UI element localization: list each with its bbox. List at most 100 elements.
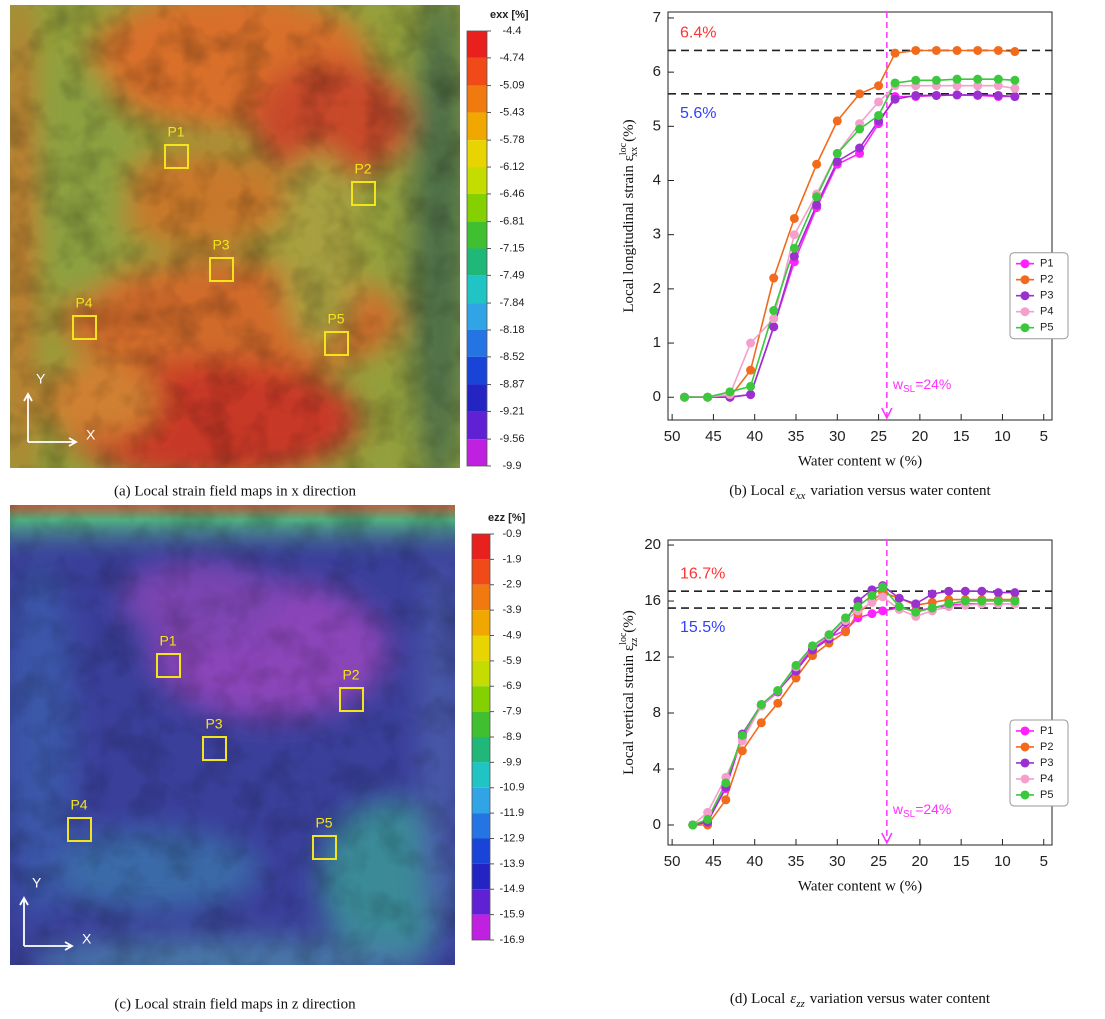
legend-marker [1020,307,1030,317]
reference-label: 16.7% [680,565,725,582]
data-point [756,700,766,710]
x-tick-label: 45 [705,428,722,445]
y-tick-label: 7 [653,9,661,26]
data-point [977,596,987,606]
colorbar-tick-label: -4.9 [503,629,522,641]
legend-marker [1020,291,1030,301]
data-point [832,157,842,167]
legend-marker [1020,774,1030,784]
colorbar-segment [467,85,487,113]
colorbar-segment [472,711,490,737]
y-tick-label: 0 [653,816,661,833]
vertical-line-label-main: w [892,801,904,817]
data-point [746,381,756,391]
y-axis-title-sup: loc [618,632,629,645]
colorbar-tick-label: -3.9 [503,604,522,616]
data-point [911,599,921,609]
colorbar-tick-label: -10.9 [499,782,524,794]
colorbar-tick-label: -14.9 [499,883,524,895]
vertical-line-label-sub: SL [903,384,916,395]
caption-sub: xx [795,490,806,502]
data-point [769,314,779,324]
legend-box [1009,719,1069,807]
data-point [791,660,801,670]
colorbar-tick-label: -5.09 [499,79,524,91]
colorbar-segment [467,384,487,412]
vertical-line-arrow [881,407,893,420]
legend-label: P4 [1040,773,1053,785]
data-point [746,390,756,400]
plot-frame [667,539,1053,846]
plot-frame [667,11,1053,421]
x-tick-label: 15 [953,853,970,870]
colorbar-tick-label: -9.9 [503,460,522,472]
data-point [832,148,842,158]
data-point [680,392,690,402]
colorbar-segment [467,57,487,86]
y-axis-title-unit: (%) [621,119,637,142]
data-point [911,607,921,617]
colorbar-segment [472,914,490,940]
colorbar-segment [472,660,490,687]
colorbar-segment [467,140,487,168]
y-tick-label: 5 [653,117,661,134]
data-point [993,45,1003,55]
data-point [952,45,962,55]
colorbar-tick-label: -11.9 [500,807,524,819]
data-point [721,778,731,788]
region-label: P5 [327,311,344,327]
data-point [1010,588,1020,598]
data-point [703,807,713,817]
series-line [684,84,1015,398]
data-point [927,603,937,613]
data-point [911,75,921,85]
colorbar-tick-label: -9.9 [503,756,522,768]
legend-label: P5 [1040,322,1053,334]
legend-label: P1 [1040,725,1053,737]
data-point [841,627,851,637]
caption-text: variation versus water content [810,991,991,1007]
colorbar-segment [472,813,490,839]
data-point [944,586,954,596]
data-point [841,613,851,623]
caption-sub: zz [795,998,805,1010]
data-point [721,795,731,805]
colorbar-title: exx [%] [490,9,529,21]
data-point [993,588,1003,598]
legend-marker [1020,259,1030,269]
colorbar-title: ezz [%] [488,512,526,524]
colorbar-tick-label: -15.9 [499,909,524,921]
legend-label: P4 [1040,306,1053,318]
colorbar-segment [467,303,487,330]
region-label: P3 [205,716,222,732]
data-point [812,192,822,202]
data-point [832,116,842,126]
colorbar-tick-label: -5.9 [503,655,522,667]
legend-marker [1020,742,1030,752]
data-point [789,243,799,253]
colorbar-segment [472,584,490,611]
data-point [769,322,779,332]
caption-text: (b) Local [729,483,784,499]
data-point [746,338,756,348]
data-point [878,606,888,616]
axis-arrow [19,896,74,951]
data-point [812,159,822,169]
colorbar-segment [472,559,490,585]
series-line [692,603,1015,826]
data-point [874,81,884,91]
region-square [209,257,234,282]
vertical-line-label: wSL=24% [892,376,952,395]
colorbar-segment [467,329,487,357]
data-point [746,365,756,375]
data-point [703,392,713,402]
data-point [927,589,937,599]
data-point [890,78,900,88]
colorbar-segment [467,221,487,249]
colorbar-segment [472,863,490,890]
colorbar-tick-label: -7.9 [503,706,522,718]
data-point [737,746,747,756]
vertical-line-label-rest: =24% [915,376,951,392]
colorbar-segment [467,411,487,440]
colorbar-tick-label: -4.4 [503,25,522,37]
